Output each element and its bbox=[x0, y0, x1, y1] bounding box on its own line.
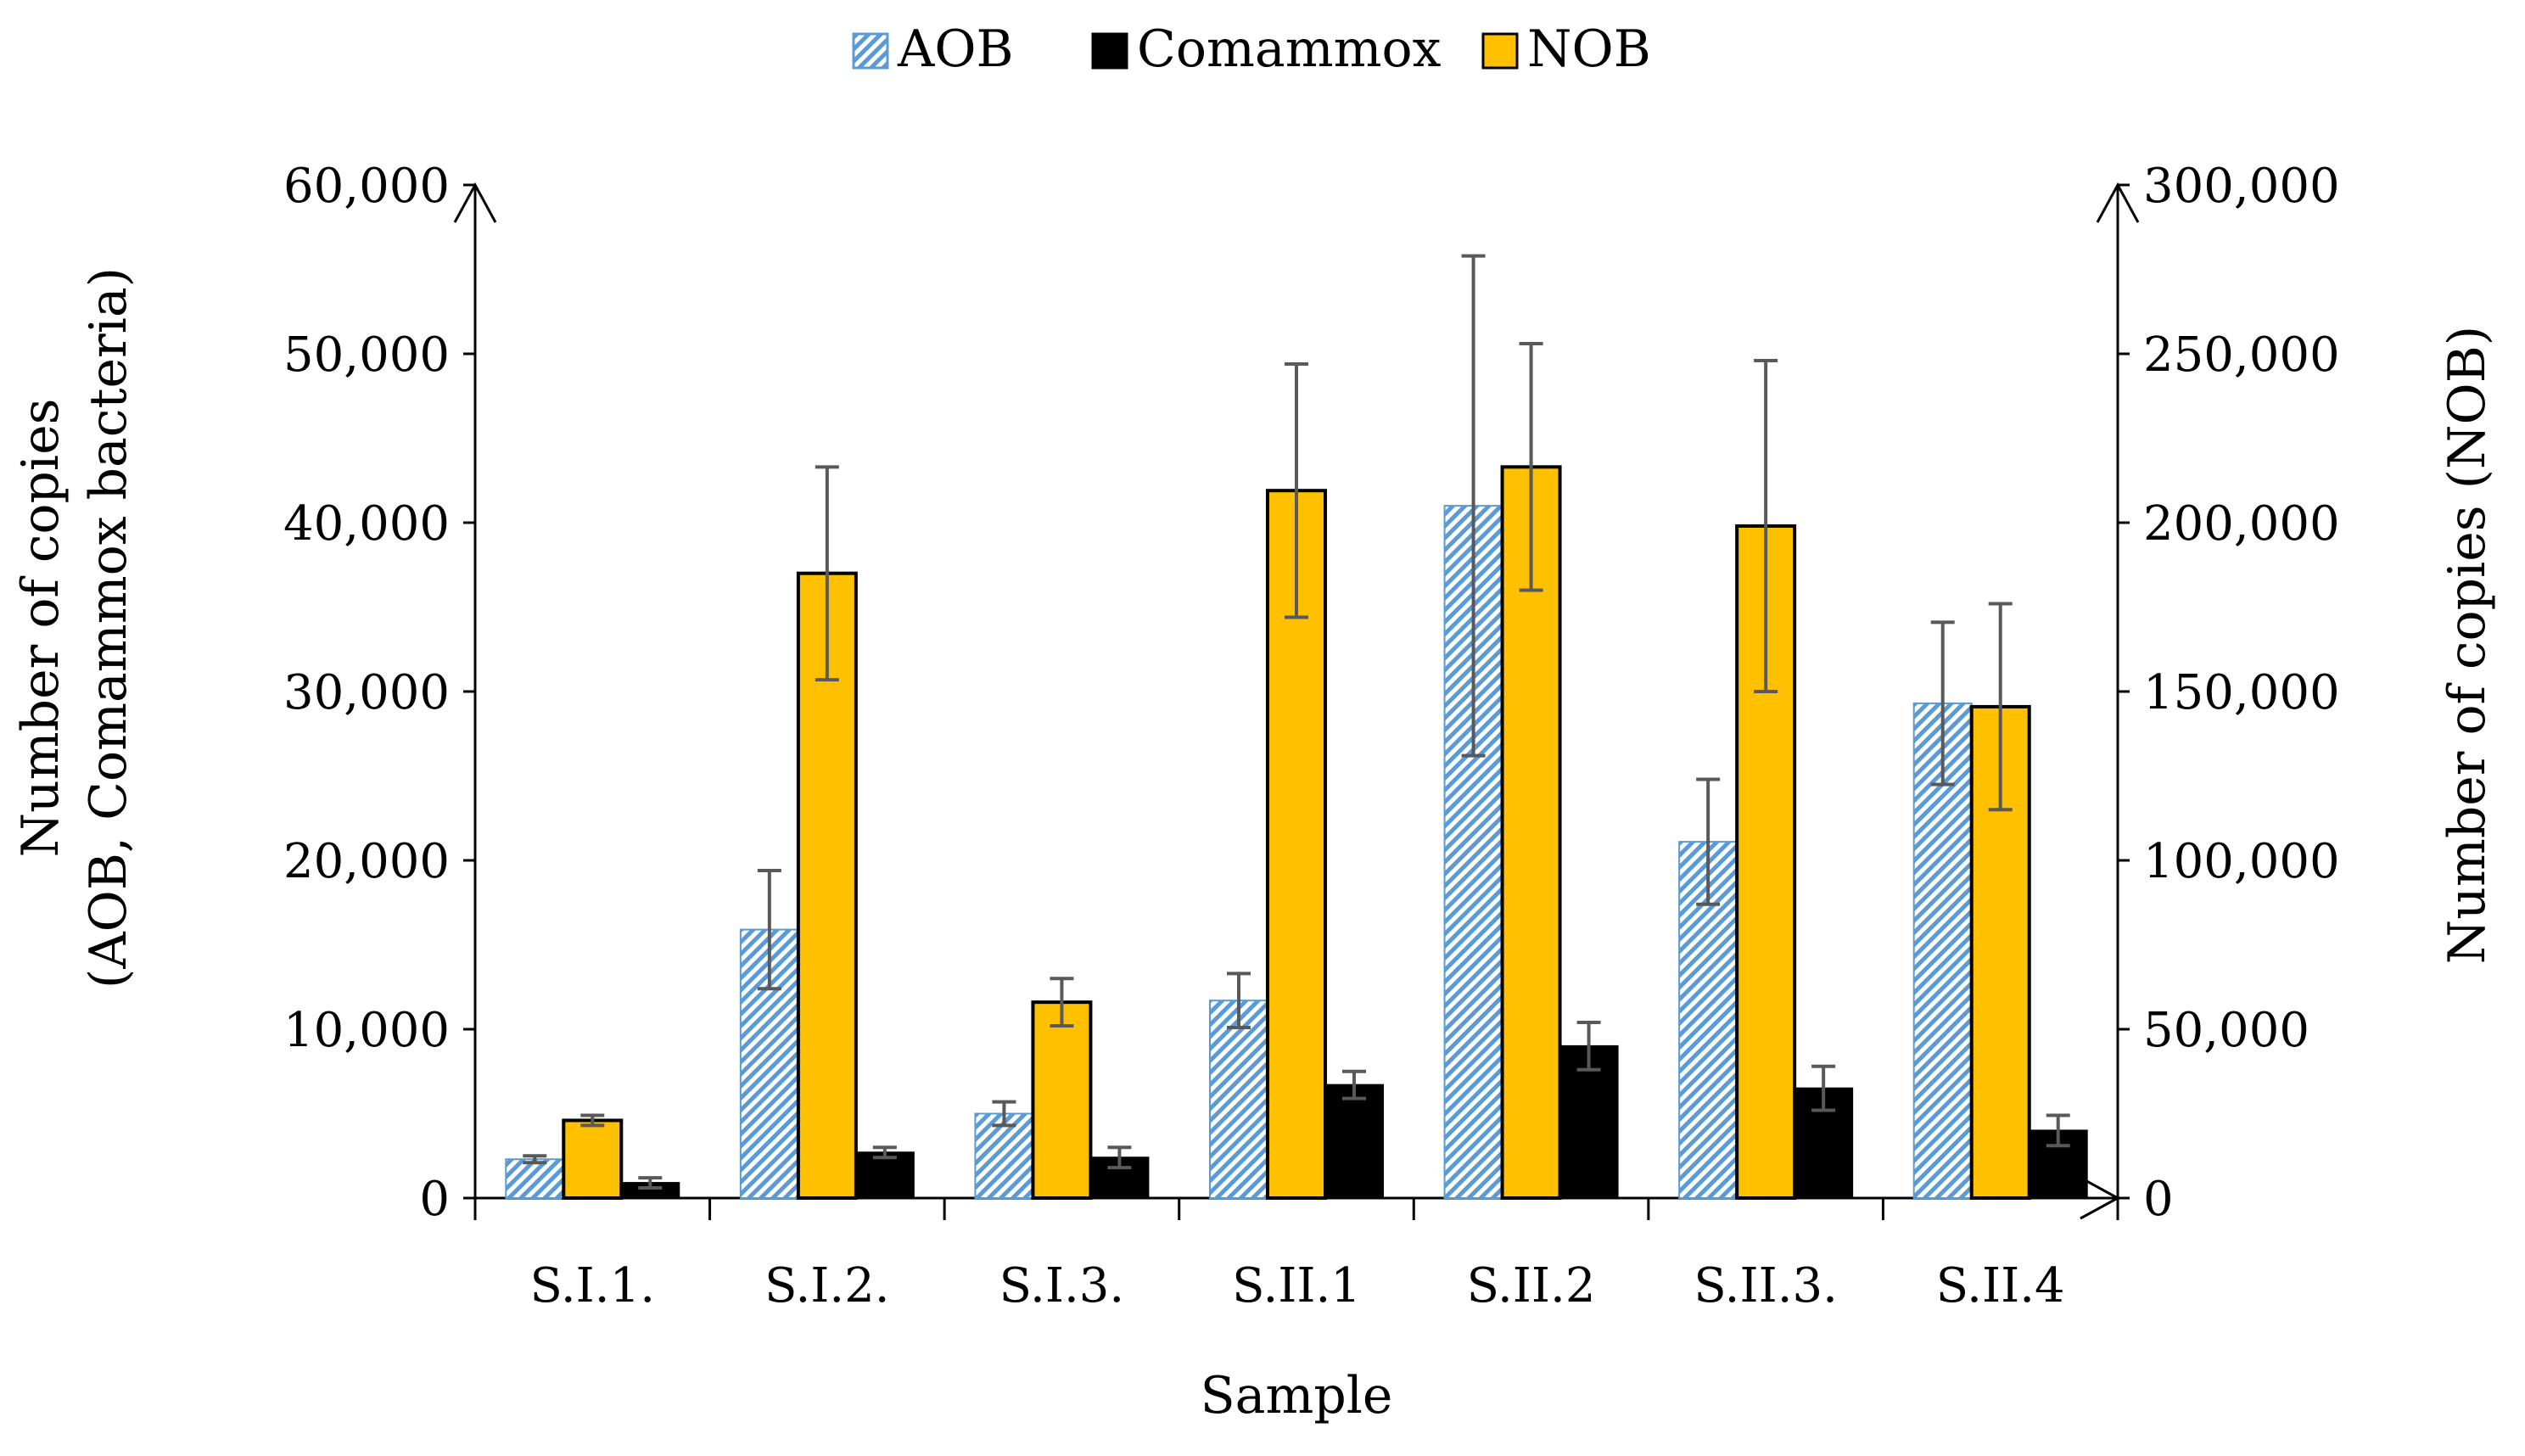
comammox-error-bar bbox=[872, 1145, 897, 1160]
comammox-error-bar bbox=[1342, 1069, 1366, 1100]
comammox-legend-label: Comammox bbox=[1137, 20, 1442, 79]
nob-error-bar bbox=[1519, 342, 1543, 592]
aob-bar bbox=[974, 1112, 1034, 1199]
bars bbox=[505, 254, 2088, 1201]
aob-error-bar bbox=[1930, 620, 1955, 787]
legend: AOB Comammox NOB bbox=[852, 20, 1651, 79]
y-axis-title-line-2: (AOB, Comammox bacteria) bbox=[79, 267, 138, 988]
comammox-bar bbox=[854, 1151, 915, 1200]
comammox-error-bar bbox=[1107, 1145, 1132, 1170]
nob-bar bbox=[562, 1118, 624, 1200]
x-tick-label: S.I.3. bbox=[999, 1258, 1125, 1313]
aob-legend-label: AOB bbox=[897, 20, 1014, 79]
nob-error-bar bbox=[1050, 977, 1074, 1028]
axes: 0 10,000 20,000 30,000 40,000 50,000 60,000 0 50… bbox=[283, 159, 2340, 1313]
aob-error-bar bbox=[1461, 254, 1486, 758]
x-tick-label: S.II.1 bbox=[1232, 1258, 1361, 1313]
x-tick-label: S.II.4 bbox=[1936, 1258, 2065, 1313]
y2-tick-label: 200,000 bbox=[2143, 496, 2340, 552]
aob-legend-swatch bbox=[852, 32, 889, 70]
aob-error-bar bbox=[1227, 972, 1251, 1030]
comammox-error-bar bbox=[638, 1176, 663, 1190]
y-tick-label: 10,000 bbox=[283, 1003, 450, 1058]
nob-bar bbox=[1031, 1000, 1093, 1201]
y-tick-label: 30,000 bbox=[283, 665, 450, 720]
y-tick-label: 20,000 bbox=[283, 834, 450, 889]
y2-tick-label: 150,000 bbox=[2143, 665, 2340, 720]
nob-error-bar bbox=[815, 465, 839, 682]
nob-error-bar bbox=[580, 1113, 605, 1128]
nob-error-bar bbox=[1754, 358, 1778, 693]
aob-bar bbox=[1209, 1000, 1268, 1200]
nob-error-bar bbox=[1285, 361, 1308, 619]
aob-bar bbox=[505, 1158, 565, 1199]
aob-error-bar bbox=[757, 868, 781, 991]
nob-legend-swatch bbox=[1481, 32, 1519, 70]
y2-tick-label: 0 bbox=[2143, 1172, 2174, 1227]
y2-tick-label: 250,000 bbox=[2143, 328, 2340, 383]
comammox-legend-swatch bbox=[1091, 32, 1128, 70]
x-tick-label: S.II.3. bbox=[1694, 1258, 1838, 1313]
y2-tick-label: 50,000 bbox=[2143, 1003, 2309, 1058]
y2-tick-label: 300,000 bbox=[2143, 159, 2340, 214]
comammox-error-bar bbox=[2046, 1113, 2070, 1148]
y2-tick-label: 100,000 bbox=[2143, 834, 2340, 889]
x-tick-label: S.I.1. bbox=[530, 1258, 656, 1313]
y-tick-label: 40,000 bbox=[283, 496, 450, 552]
y-tick-label: 60,000 bbox=[283, 159, 450, 214]
comammox-error-bar bbox=[1576, 1021, 1601, 1072]
y-tick-label: 0 bbox=[419, 1172, 450, 1227]
y2-axis-title: Number of copies (NOB) bbox=[2438, 326, 2497, 964]
nob-legend-label: NOB bbox=[1527, 20, 1651, 79]
comammox-error-bar bbox=[1811, 1064, 1836, 1112]
y-axis-title-line-1: Number of copies bbox=[11, 399, 70, 858]
comammox-bar bbox=[1324, 1084, 1384, 1200]
x-axis-title: Sample bbox=[1201, 1366, 1393, 1425]
aob-error-bar bbox=[992, 1100, 1016, 1128]
x-tick-label: S.II.2 bbox=[1467, 1258, 1596, 1313]
aob-error-bar bbox=[523, 1154, 547, 1165]
nob-error-bar bbox=[1988, 602, 2013, 812]
x-tick-label: S.I.2. bbox=[764, 1258, 890, 1313]
aob-error-bar bbox=[1696, 777, 1721, 906]
y-tick-label: 50,000 bbox=[283, 328, 450, 383]
